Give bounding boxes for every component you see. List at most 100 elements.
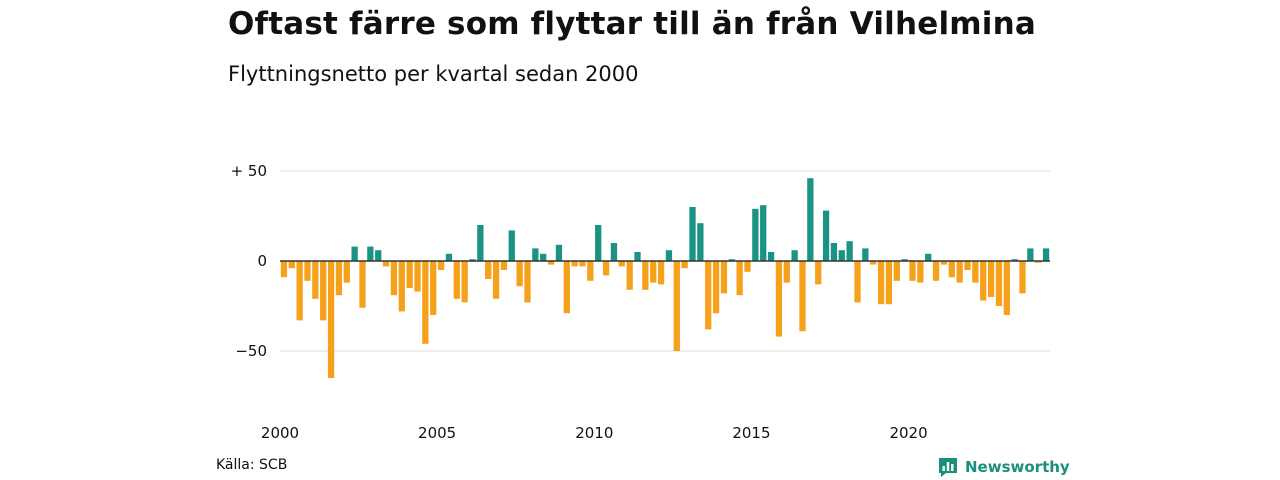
bar (485, 261, 492, 279)
bar (972, 261, 979, 283)
bar (681, 261, 688, 269)
bar (288, 261, 295, 269)
bar (948, 261, 955, 278)
bar (854, 261, 861, 303)
bar (414, 261, 421, 292)
bar (335, 261, 343, 296)
bar (791, 250, 798, 261)
bar (838, 250, 845, 261)
bar (650, 261, 657, 283)
x-tick-label: 2015 (732, 424, 770, 442)
bar (760, 205, 767, 261)
bar (359, 261, 366, 308)
bar (422, 261, 429, 344)
bar (720, 261, 728, 294)
bar (877, 261, 885, 305)
bar (736, 261, 743, 296)
bar (1019, 261, 1026, 294)
grid-lines (280, 170, 1050, 352)
bar (453, 261, 460, 299)
bar (445, 253, 453, 261)
bar (870, 261, 877, 265)
bar (579, 261, 586, 267)
bar (689, 207, 696, 261)
bar (846, 241, 853, 261)
bar (555, 244, 563, 261)
x-tick-labels: 2000 2005 2010 2015 2020 (261, 424, 928, 442)
bar (1011, 259, 1018, 261)
bar (893, 261, 900, 281)
bar (367, 246, 374, 261)
bar (382, 261, 390, 267)
bar (398, 261, 405, 312)
bar (775, 261, 783, 337)
bar (697, 223, 704, 261)
x-tick-label: 2020 (889, 424, 927, 442)
newsworthy-logo-icon (939, 458, 957, 477)
bar (296, 261, 303, 321)
bar (1003, 261, 1010, 315)
bar (807, 178, 814, 261)
bar (767, 252, 775, 261)
bar (280, 261, 288, 278)
bar (940, 261, 948, 265)
bar (862, 248, 869, 261)
bar (320, 261, 327, 321)
bar (610, 243, 618, 261)
bar (626, 261, 633, 290)
bar (799, 261, 806, 332)
bar (430, 261, 437, 315)
brand-name: Newsworthy (965, 458, 1070, 476)
bar (634, 252, 641, 261)
bar (532, 248, 539, 261)
bar (587, 261, 594, 281)
bar (1035, 261, 1042, 263)
bar (752, 208, 759, 261)
bar (461, 261, 468, 303)
bar (673, 261, 680, 351)
x-tick-label: 2000 (261, 424, 299, 442)
bar (917, 261, 924, 283)
bar (571, 261, 578, 267)
bar (327, 261, 335, 378)
bar (815, 261, 822, 285)
bar (1042, 248, 1050, 261)
bar (901, 259, 908, 261)
x-tick-label: 2010 (575, 424, 613, 442)
bar (712, 261, 720, 314)
bar (783, 261, 790, 283)
bar (492, 261, 500, 299)
bar (830, 243, 838, 261)
bar (390, 261, 398, 296)
bar (540, 253, 547, 261)
bar (547, 261, 555, 265)
bar (885, 261, 893, 305)
newsworthy-brand[interactable]: Newsworthy (937, 456, 1070, 478)
bar (642, 261, 649, 290)
bar (437, 261, 445, 270)
bar (343, 261, 350, 283)
y-tick-label: + 50 (231, 162, 267, 180)
chart-title: Oftast färre som flyttar till än från Vi… (228, 6, 1037, 42)
bar (665, 250, 673, 261)
bar (312, 261, 319, 299)
chart-svg: + 50 0 −50 2000 2005 2010 2015 2020 (231, 162, 1050, 442)
bar (602, 261, 610, 276)
bar (351, 246, 358, 261)
bar (516, 261, 523, 287)
bar (932, 261, 940, 281)
bar (964, 261, 971, 270)
bar (618, 261, 625, 267)
y-tick-label: −50 (235, 342, 267, 360)
y-tick-labels: + 50 0 −50 (231, 162, 267, 360)
bar (524, 261, 531, 303)
bar (728, 259, 735, 261)
bar (500, 261, 508, 270)
bar (304, 261, 311, 281)
bar (469, 259, 476, 261)
bar (657, 261, 665, 285)
bar (563, 261, 570, 314)
x-tick-label: 2005 (418, 424, 456, 442)
chart-subtitle: Flyttningsnetto per kvartal sedan 2000 (228, 62, 639, 86)
bar (705, 261, 712, 330)
